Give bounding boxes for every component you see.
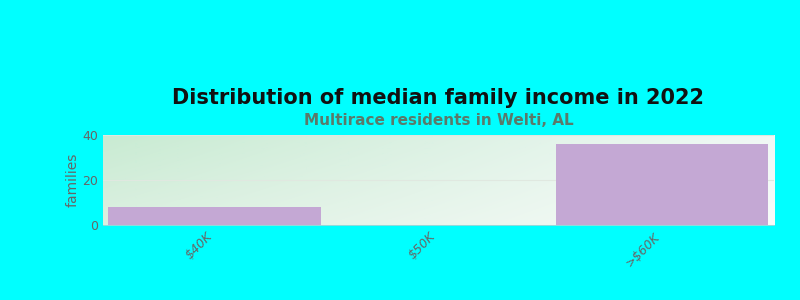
Title: Distribution of median family income in 2022: Distribution of median family income in … (172, 88, 704, 108)
Bar (556, 144, 769, 225)
Text: Multirace residents in Welti, AL: Multirace residents in Welti, AL (303, 113, 573, 128)
Bar (108, 207, 321, 225)
Y-axis label: families: families (66, 153, 79, 207)
